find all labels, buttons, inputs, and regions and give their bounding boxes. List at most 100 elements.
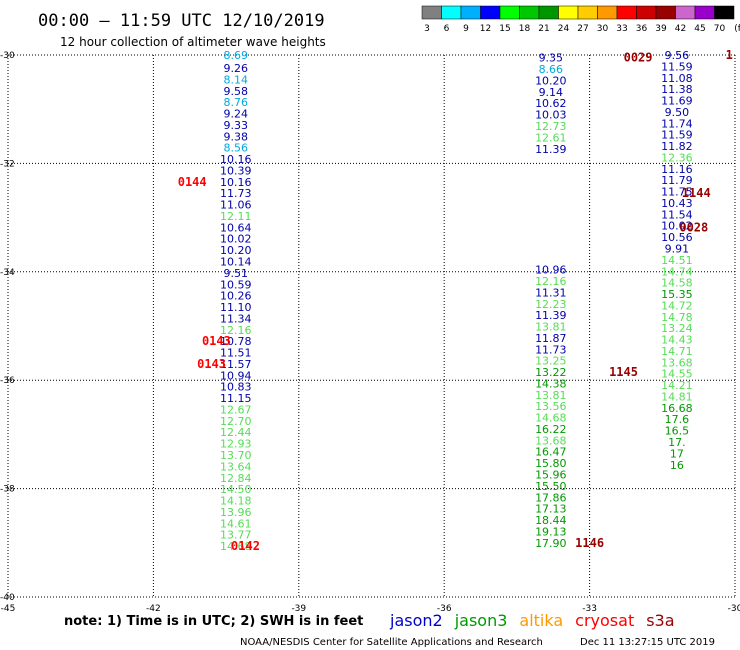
wave-height-value: 14.61 (220, 517, 252, 530)
colorbar-swatch (558, 5, 579, 20)
wave-height-value: 11.38 (661, 83, 693, 96)
grid-lines (7, 54, 736, 598)
wave-height-value: 10.02 (220, 233, 252, 246)
wave-height-value: 12.23 (535, 298, 567, 311)
legend: jason2 jason3 altika cryosat s3a (389, 611, 675, 630)
y-tick-label: -38 (0, 485, 15, 495)
colorbar-swatch (675, 5, 696, 20)
wave-height-value: 10.14 (220, 256, 252, 269)
footer-credit: NOAA/NESDIS Center for Satellite Applica… (240, 637, 543, 648)
wave-height-value: 12.67 (220, 403, 252, 416)
wave-height-value: 12.44 (220, 426, 252, 439)
wave-height-value: 13.96 (220, 506, 252, 519)
wave-height-value: 10.20 (220, 244, 252, 257)
wave-height-value: 16.5 (665, 425, 690, 438)
time-label: 0144 (178, 175, 207, 189)
wave-height-value: 15.50 (535, 480, 567, 493)
colorbar-swatch (714, 5, 735, 20)
wave-height-value: 11.79 (661, 174, 693, 187)
time-labels: 0144 0143 0143 0142 0029 1144 0028 1145 1146 1 (178, 48, 733, 553)
data-points: 8.699.268.149.588.769.249.339.388.5610.1… (220, 49, 693, 553)
wave-height-value: 9.33 (224, 119, 249, 132)
time-label: 1145 (609, 365, 638, 379)
wave-height-value: 16.68 (661, 402, 693, 415)
x-tick-label: -33 (582, 604, 597, 614)
wave-height-value: 17.6 (665, 413, 690, 426)
plot-area: -45 -42 -39 -36 -33 -30 -30 -32 -34 -36 -38 -40 8.… (0, 48, 740, 614)
colorbar-label: 12 (480, 24, 491, 34)
wave-height-value: 10.83 (220, 381, 252, 394)
colorbar-swatch (519, 5, 540, 20)
y-axis-ticks: -30 -32 -34 -36 -38 -40 (0, 51, 15, 603)
colorbar-swatch (421, 5, 442, 20)
colorbar-swatch (636, 5, 657, 20)
wave-height-value: 14.55 (661, 368, 693, 381)
wave-height-value: 18.44 (535, 514, 567, 527)
wave-height-value: 14.38 (535, 377, 567, 390)
wave-height-value: 11.75 (661, 186, 693, 199)
footer-timestamp: Dec 11 13:27:15 UTC 2019 (580, 637, 715, 648)
wave-height-value: 9.91 (665, 242, 690, 255)
wave-height-value: 11.51 (220, 347, 252, 360)
wave-height-value: 10.16 (220, 176, 252, 189)
wave-height-value: 12.84 (220, 472, 252, 485)
colorbar-label: 21 (538, 24, 549, 34)
wave-height-value: 8.56 (224, 142, 249, 155)
wave-height-value: 10.78 (220, 335, 252, 348)
wave-height-value: 14.78 (661, 311, 693, 324)
wave-height-value: 14.81 (661, 390, 693, 403)
colorbar-label: 33 (616, 24, 627, 34)
wave-height-value: 17 (670, 447, 684, 460)
time-label: 0143 (202, 334, 231, 348)
wave-height-value: 11.87 (535, 332, 567, 345)
colorbar-label: 18 (519, 24, 531, 34)
wave-height-value: 13.77 (220, 529, 252, 542)
wave-height-value: 11.57 (220, 358, 252, 371)
wave-height-value: 8.66 (539, 63, 564, 76)
wave-height-value: 11.31 (535, 286, 567, 299)
wave-height-value: 12.16 (535, 275, 567, 288)
footer-note: note: 1) Time is in UTC; 2) SWH is in fe… (64, 614, 363, 629)
wave-height-value: 9.14 (539, 86, 564, 99)
y-tick-label: -36 (0, 376, 15, 386)
wave-height-value: 13.64 (220, 460, 252, 473)
wave-height-value: 13.70 (220, 449, 252, 462)
wave-height-value: 16.22 (535, 423, 567, 436)
colorbar-swatch (441, 5, 462, 20)
chart-subtitle: 12 hour collection of altimeter wave hei… (60, 35, 326, 49)
wave-height-value: 13.25 (535, 355, 567, 368)
wave-height-value: 10.62 (535, 97, 567, 110)
wave-height-value: 8.69 (224, 49, 249, 62)
wave-height-value: 14.68 (220, 540, 252, 553)
wave-height-value: 10.26 (220, 290, 252, 303)
wave-height-value: 11.39 (535, 309, 567, 322)
wave-height-value: 14.74 (661, 265, 693, 278)
wave-height-value: 9.35 (539, 52, 564, 65)
wave-height-value: 11.10 (220, 301, 252, 314)
time-label: 0142 (231, 539, 260, 553)
wave-height-value: 16.47 (535, 446, 567, 459)
wave-height-value: 14.51 (661, 254, 693, 267)
y-tick-label: -30 (0, 51, 15, 61)
wave-height-value: 11.82 (661, 140, 693, 153)
wave-height-value: 14.50 (220, 483, 252, 496)
time-label: 0029 (624, 51, 653, 65)
wave-height-value: 9.38 (224, 130, 249, 143)
wave-height-value: 12.11 (220, 210, 252, 223)
wave-height-value: 15.80 (535, 457, 567, 470)
time-label: 0143 (197, 357, 226, 371)
wave-height-value: 13.68 (661, 356, 693, 369)
wave-height-value: 11.39 (535, 143, 567, 156)
wave-height-value: 13.22 (535, 366, 567, 379)
wave-height-value: 8.14 (224, 73, 249, 86)
wave-height-value: 11.34 (220, 312, 252, 325)
colorbar-label: 36 (636, 24, 648, 34)
colorbar-label: 9 (463, 24, 469, 34)
colorbar-label: 6 (444, 24, 450, 34)
legend-jason3: jason3 (454, 611, 508, 630)
colorbar-swatch (694, 5, 715, 20)
colorbar-label: 45 (694, 24, 705, 34)
wave-height-value: 11.73 (535, 343, 567, 356)
